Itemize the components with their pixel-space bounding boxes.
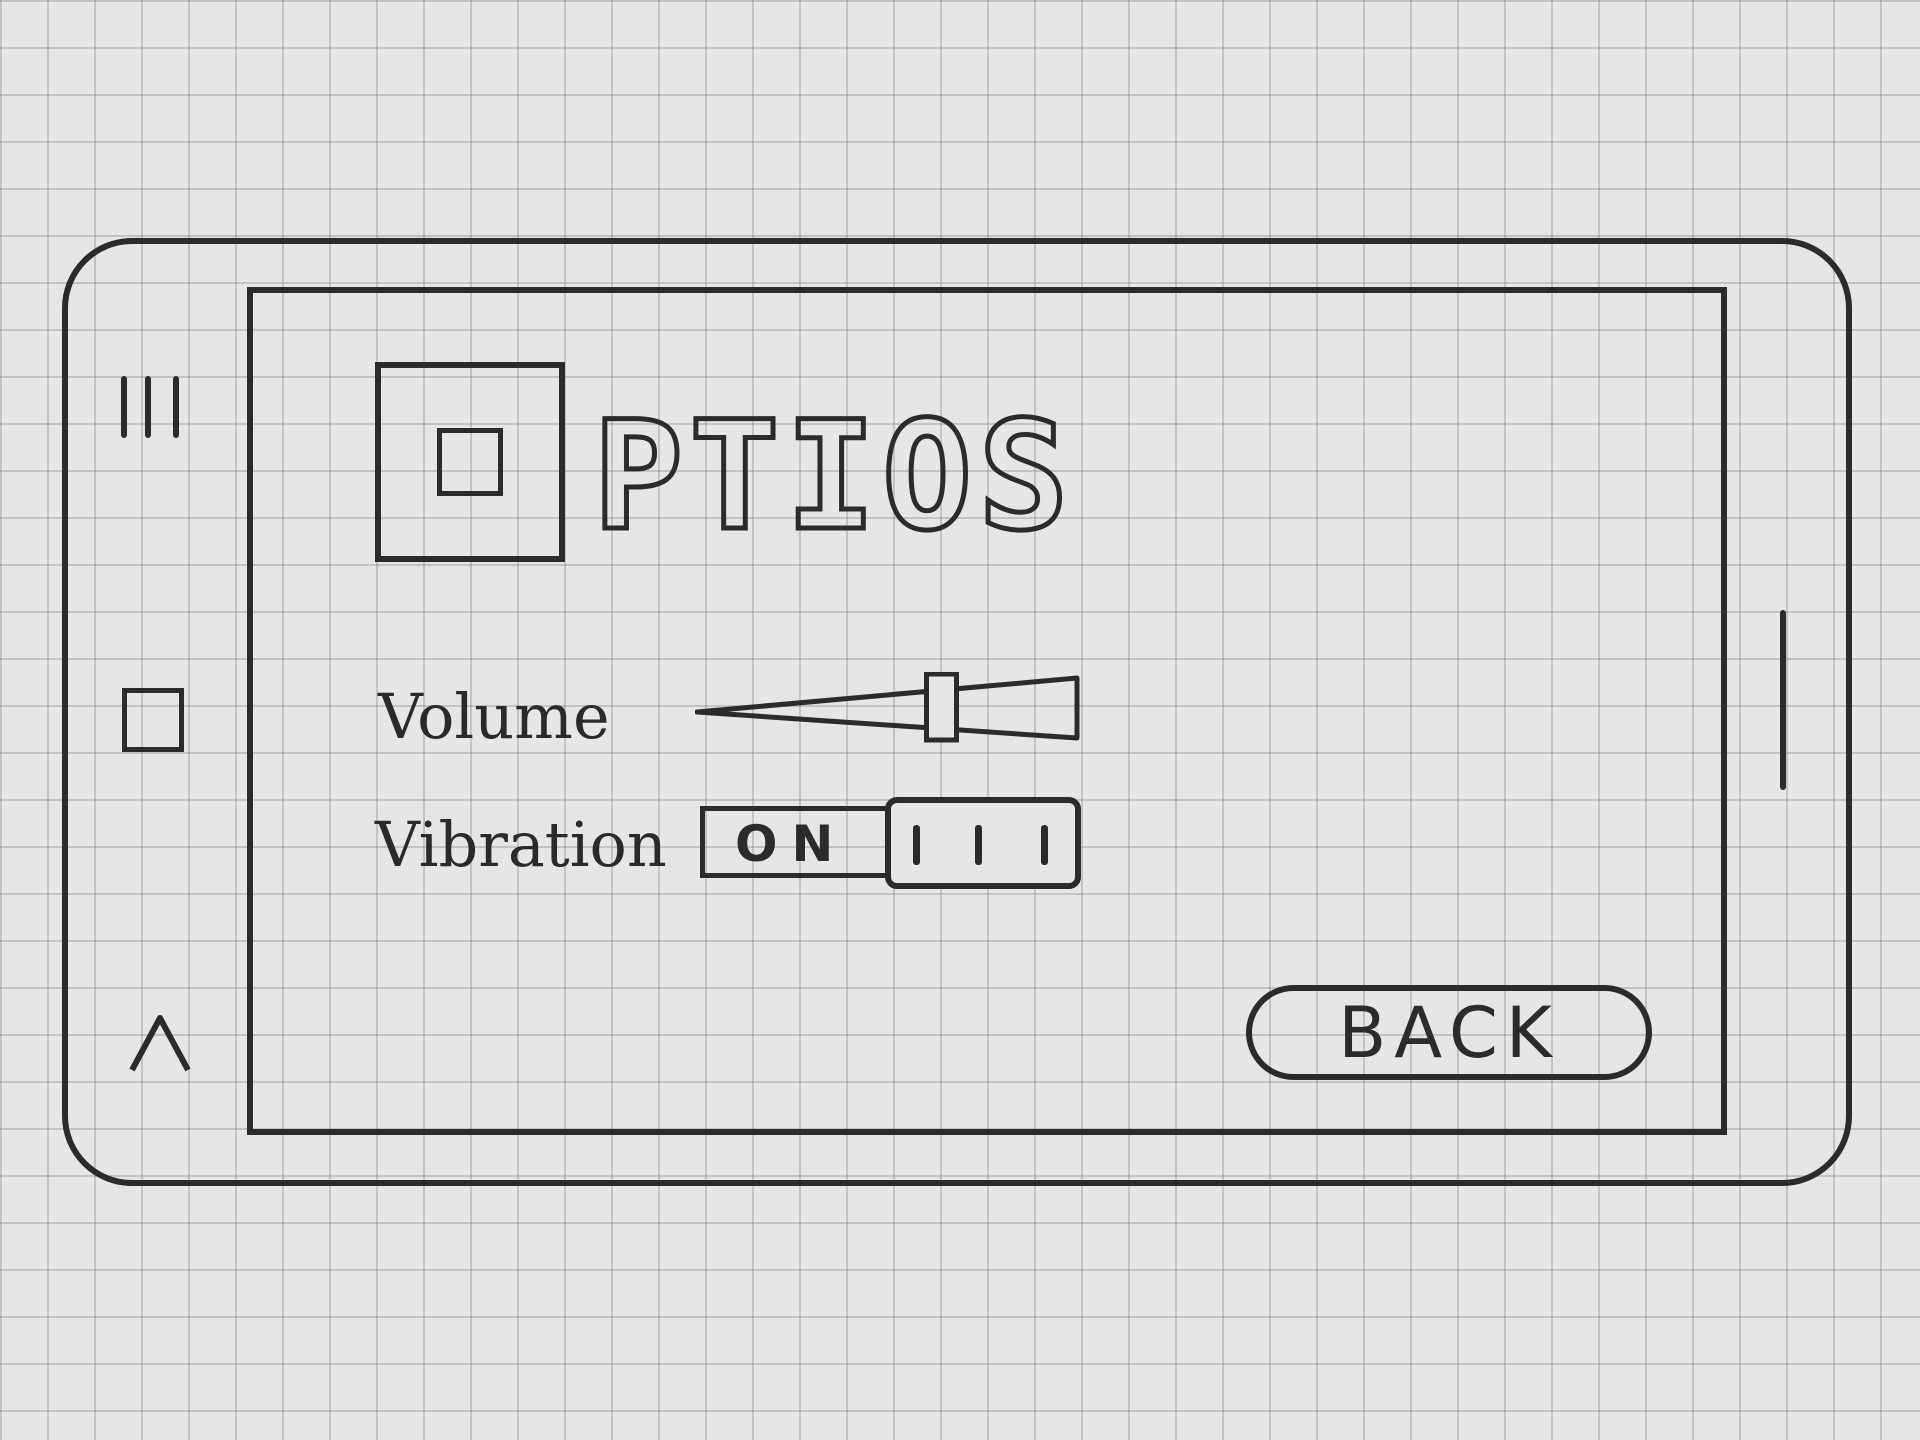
caret-up-icon[interactable] [128,1010,198,1080]
volume-slider[interactable] [694,671,1081,744]
volume-slider-thumb[interactable] [924,671,959,743]
vibration-label: Vibration [375,808,667,881]
back-button[interactable]: BACK [1246,985,1652,1080]
menu-icon[interactable] [115,372,187,442]
vibration-toggle-knob[interactable] [885,797,1081,889]
title-rest: PTIOS [591,390,1075,564]
speaker-slot [1780,610,1786,790]
vibration-toggle[interactable]: ON [700,797,1081,889]
volume-label: Volume [378,680,610,753]
phone-frame [62,238,1852,1186]
screen [247,287,1727,1135]
vibration-state-label: ON [735,815,848,873]
title-first-letter [375,362,565,562]
home-icon[interactable] [122,688,184,752]
